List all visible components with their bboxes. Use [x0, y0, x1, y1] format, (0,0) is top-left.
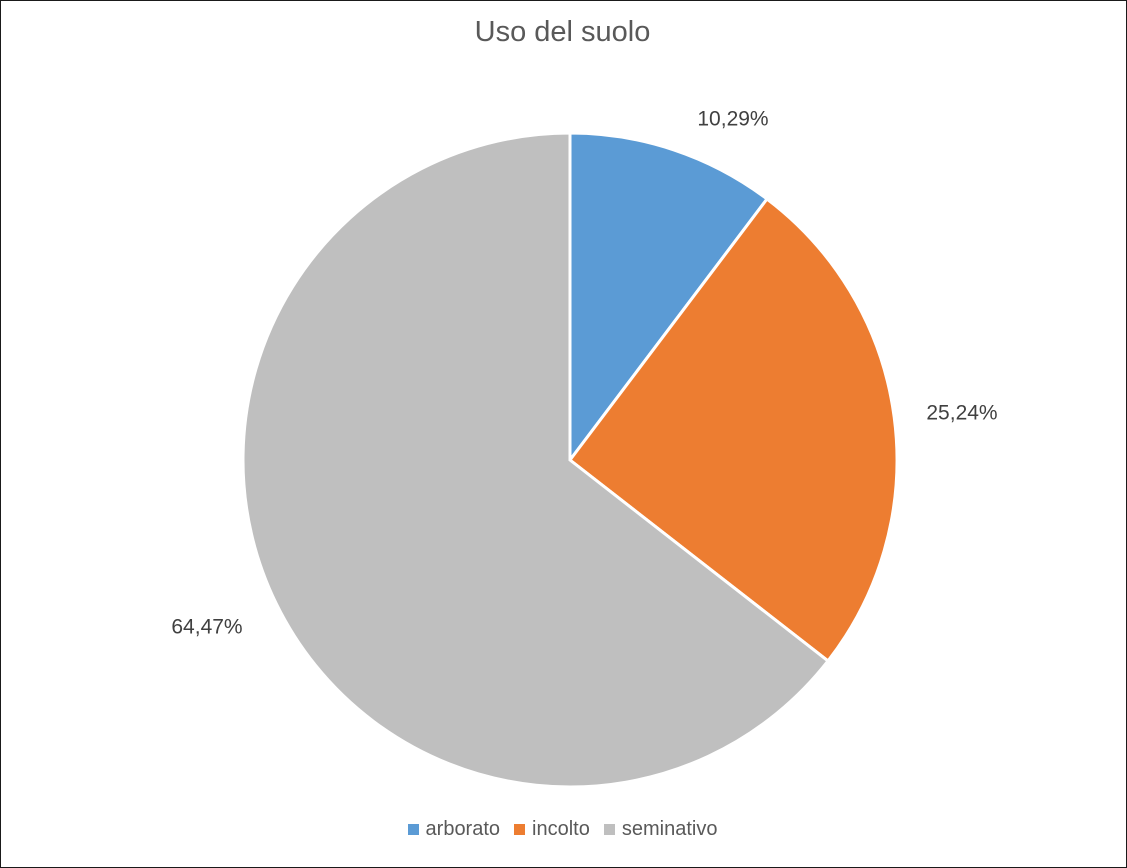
- legend-item-arborato: arborato: [407, 818, 501, 841]
- pie-slices: [241, 131, 899, 789]
- chart-legend: arborato incolto seminativo: [0, 818, 1125, 841]
- legend-label-seminativo: seminativo: [621, 818, 718, 840]
- pie-slice-arborato: [568, 131, 770, 465]
- legend-label-arborato: arborato: [425, 818, 501, 840]
- pie-slice-seminativo: [241, 131, 831, 789]
- chart-title: Uso del suolo: [474, 16, 651, 48]
- data-label-seminativo: 64,47%: [171, 616, 242, 639]
- legend-swatch-arborato: [407, 824, 419, 835]
- legend-label-incolto: incolto: [532, 818, 590, 840]
- legend-item-incolto: incolto: [514, 818, 590, 841]
- data-label-incolto: 25,24%: [926, 402, 997, 425]
- pie-data-labels: 10,29% 25,24% 64,47%: [171, 108, 997, 639]
- legend-item-seminativo: seminativo: [603, 818, 718, 841]
- data-label-arborato: 10,29%: [697, 108, 768, 131]
- legend-swatch-incolto: [514, 824, 526, 835]
- pie-slice-incolto: [567, 196, 899, 664]
- legend-swatch-seminativo: [603, 824, 615, 835]
